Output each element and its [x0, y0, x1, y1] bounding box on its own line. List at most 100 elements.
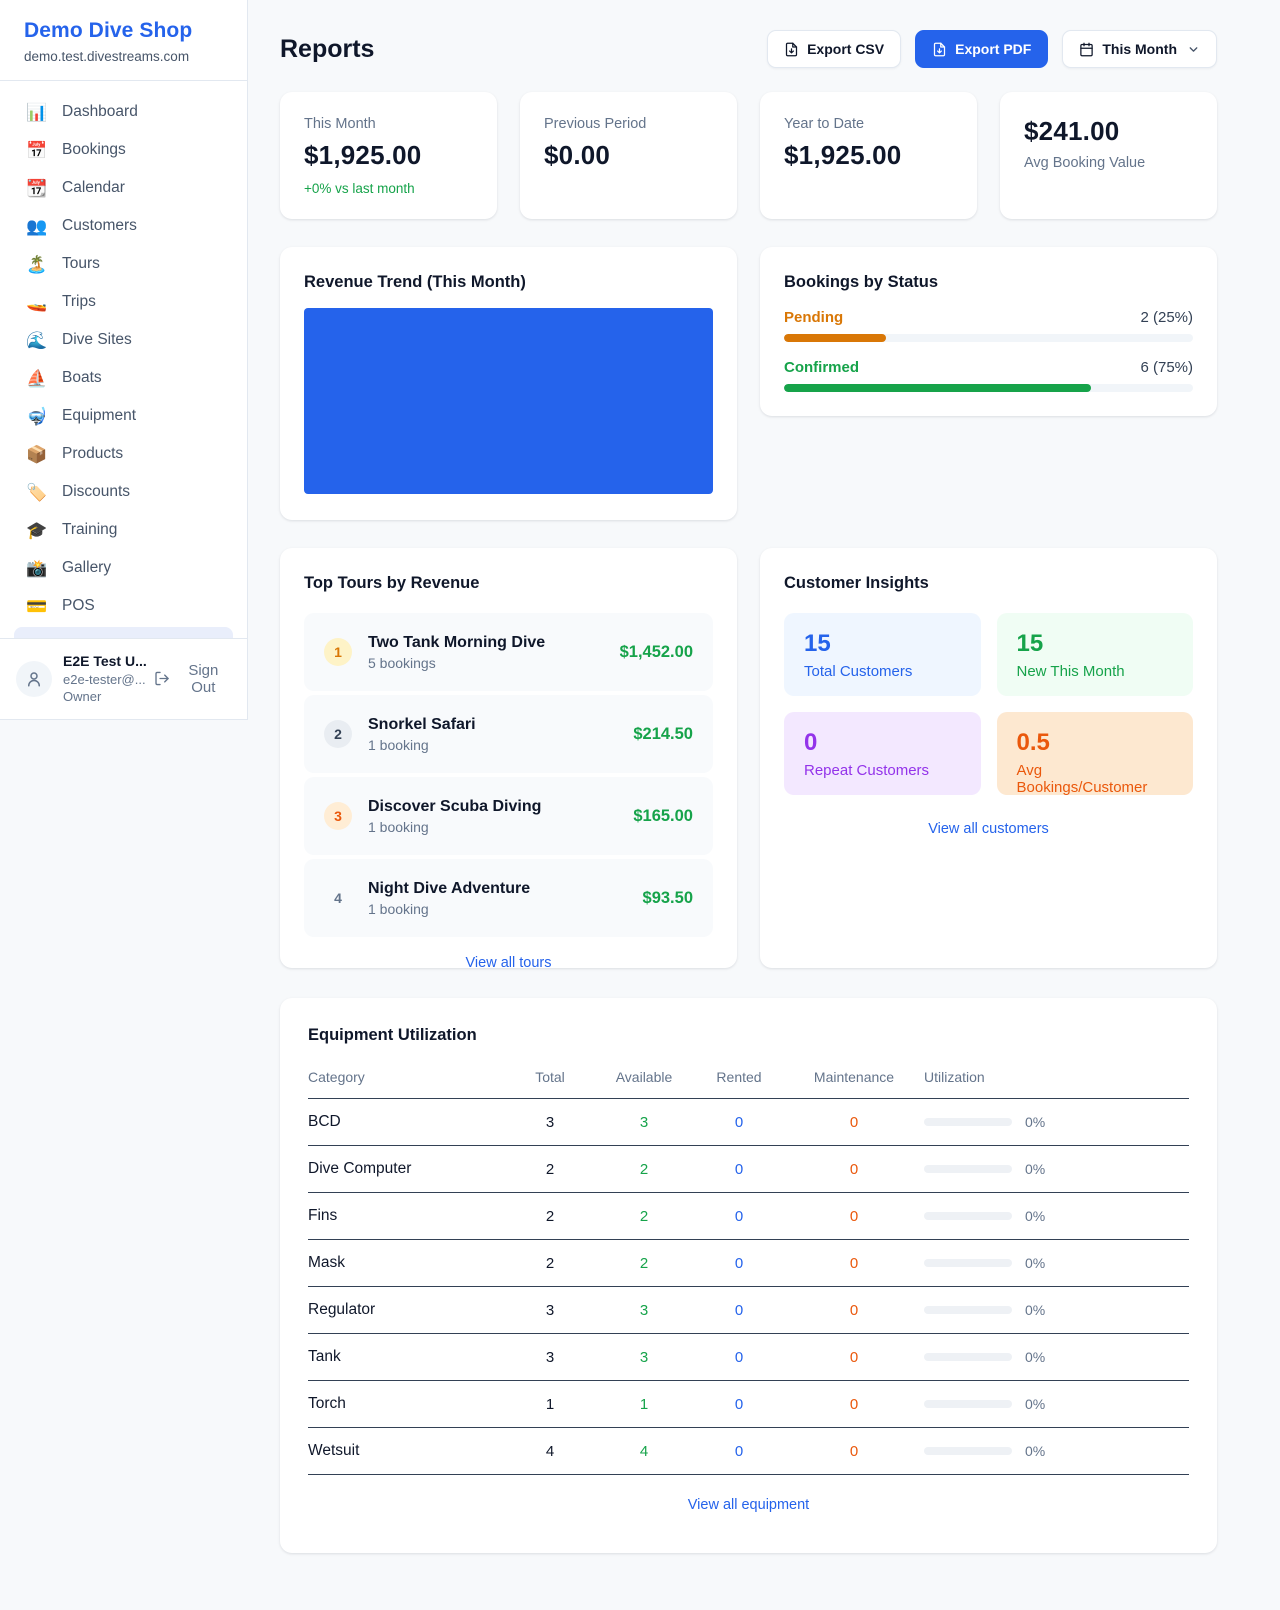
status-row: Confirmed 6 (75%) [784, 359, 1193, 392]
stat-value: $0.00 [544, 140, 611, 170]
sidebar-item-trips[interactable]: 🚤 Trips [12, 283, 235, 321]
utilization-bar-track [924, 1165, 1012, 1173]
equipment-row: BCD 3 3 0 0 0% [308, 1099, 1189, 1146]
tour-amount: $93.50 [642, 888, 693, 907]
sidebar-item-customers[interactable]: 👥 Customers [12, 207, 235, 245]
utilization-bar-track [924, 1353, 1012, 1361]
equipment-utilization-title: Equipment Utilization [308, 1026, 477, 1044]
export-csv-button[interactable]: Export CSV [767, 30, 902, 68]
package-icon: 📦 [26, 444, 48, 464]
user-name: E2E Test U... [63, 653, 147, 669]
sidebar-item-label: Customers [62, 217, 137, 234]
rank-badge: 4 [334, 890, 342, 906]
sidebar-item-label: Dashboard [62, 103, 138, 120]
utilization-bar-track [924, 1306, 1012, 1314]
available-cell: 2 [639, 1160, 649, 1178]
sidebar-item-label: Discounts [62, 483, 131, 500]
sidebar-item-tours[interactable]: 🏝️ Tours [12, 245, 235, 283]
sidebar-item-calendar[interactable]: 📆 Calendar [12, 169, 235, 207]
tour-row: 3 Discover Scuba Diving 1 booking $165.0… [304, 777, 713, 855]
status-count: 2 (25%) [1140, 309, 1193, 326]
sidebar-item-boats[interactable]: ⛵ Boats [12, 359, 235, 397]
sidebar-item-label: Dive Sites [62, 331, 132, 348]
sidebar-item-dashboard[interactable]: 📊 Dashboard [12, 93, 235, 131]
col-rented: Rented [716, 1069, 762, 1085]
export-pdf-label: Export PDF [955, 41, 1032, 57]
insight-value: 15 [1016, 630, 1044, 657]
tour-row: 4 Night Dive Adventure 1 booking $93.50 [304, 859, 713, 937]
view-all-equipment-link[interactable]: View all equipment [687, 1497, 810, 1513]
stat-value: $241.00 [1024, 116, 1120, 146]
wave-icon: 🌊 [26, 330, 48, 350]
col-maintenance: Maintenance [813, 1069, 895, 1085]
sidebar-item-dive-sites[interactable]: 🌊 Dive Sites [12, 321, 235, 359]
sidebar-item-gallery[interactable]: 📸 Gallery [12, 549, 235, 587]
sidebar-item-discounts[interactable]: 🏷️ Discounts [12, 473, 235, 511]
available-cell: 4 [639, 1442, 649, 1460]
revenue-trend-title: Revenue Trend (This Month) [304, 273, 526, 291]
top-tours-title: Top Tours by Revenue [304, 574, 480, 592]
status-bar-fill [784, 384, 1091, 392]
insight-grid: 15 Total Customers 15 New This Month 0 R… [784, 613, 1193, 796]
tour-bookings: 1 booking [368, 818, 429, 835]
middle-row: Top Tours by Revenue 1 Two Tank Morning … [280, 548, 1217, 971]
sidebar-item-bookings[interactable]: 📅 Bookings [12, 131, 235, 169]
utilization-bar-track [924, 1259, 1012, 1267]
revenue-trend-card: Revenue Trend (This Month) [280, 247, 737, 520]
view-all-tours-link[interactable]: View all tours [465, 955, 552, 971]
stat-value: $1,925.00 [304, 140, 422, 170]
total-cell: 2 [545, 1160, 555, 1178]
utilization-cell: 0% [922, 1161, 1189, 1177]
total-cell: 2 [545, 1254, 555, 1272]
total-cell: 3 [545, 1113, 555, 1131]
tour-list: 1 Two Tank Morning Dive 5 bookings $1,45… [304, 613, 713, 937]
utilization-bar-track [924, 1400, 1012, 1408]
bar-chart-icon: 📊 [26, 102, 48, 122]
available-cell: 3 [639, 1348, 649, 1366]
category-cell: Wetsuit [308, 1442, 360, 1459]
sidebar-item-label: Products [62, 445, 124, 462]
insight-tile: 0 Repeat Customers [784, 712, 981, 795]
page-title: Reports [280, 34, 375, 63]
sidebar-item-products[interactable]: 📦 Products [12, 435, 235, 473]
sidebar-item-pos[interactable]: 💳 POS [12, 587, 235, 625]
equipment-row: Regulator 3 3 0 0 0% [308, 1287, 1189, 1334]
period-label: This Month [1102, 41, 1177, 57]
person-icon [28, 672, 40, 687]
utilization-percent: 0% [1025, 1349, 1046, 1365]
utilization-percent: 0% [1025, 1443, 1046, 1459]
rank-badge: 3 [324, 802, 352, 830]
sidebar-item-reports-active-partial[interactable] [14, 627, 233, 638]
revenue-trend-chart [304, 308, 713, 494]
stats-row: This Month $1,925.00 +0% vs last month P… [280, 92, 1217, 219]
insight-tile: 0.5 Avg Bookings/Customer [996, 712, 1193, 796]
brand-block: Demo Dive Shop demo.test.divestreams.com [0, 0, 247, 81]
period-select[interactable]: This Month [1062, 30, 1217, 68]
user-email: e2e-tester@... [63, 671, 146, 687]
utilization-cell: 0% [922, 1349, 1189, 1365]
tour-name: Two Tank Morning Dive [368, 633, 546, 651]
insight-label: New This Month [1016, 663, 1125, 680]
dive-mask-icon: 🤿 [26, 406, 48, 426]
sidebar-item-equipment[interactable]: 🤿 Equipment [12, 397, 235, 435]
sidebar-item-label: Boats [62, 369, 102, 386]
main-content: Reports Export CSV Export PDF This Month… [280, 0, 1217, 1553]
view-all-customers-link[interactable]: View all customers [928, 821, 1049, 837]
equipment-row: Fins 2 2 0 0 0% [308, 1193, 1189, 1240]
bookings-by-status-card: Bookings by Status Pending 2 (25%) Confi… [760, 247, 1217, 416]
maintenance-cell: 0 [849, 1442, 859, 1460]
export-csv-label: Export CSV [807, 41, 885, 57]
tour-bookings: 1 booking [368, 736, 429, 753]
top-tours-card: Top Tours by Revenue 1 Two Tank Morning … [280, 548, 737, 971]
utilization-percent: 0% [1025, 1161, 1046, 1177]
rented-cell: 0 [734, 1160, 744, 1178]
page-header: Reports Export CSV Export PDF This Month [280, 30, 1217, 68]
sidebar-item-training[interactable]: 🎓 Training [12, 511, 235, 549]
people-icon: 👥 [26, 216, 48, 236]
calendar-icon [1080, 42, 1094, 56]
export-pdf-button[interactable]: Export PDF [915, 30, 1049, 68]
equipment-row: Wetsuit 4 4 0 0 0% [308, 1428, 1189, 1475]
equipment-table: Category Total Available Rented Maintena… [308, 1069, 1189, 1475]
tour-amount: $214.50 [633, 724, 693, 743]
sign-out-button[interactable]: Sign Out [154, 662, 231, 696]
